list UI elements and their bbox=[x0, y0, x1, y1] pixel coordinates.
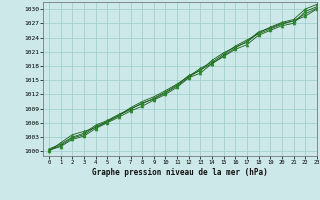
X-axis label: Graphe pression niveau de la mer (hPa): Graphe pression niveau de la mer (hPa) bbox=[92, 168, 268, 177]
